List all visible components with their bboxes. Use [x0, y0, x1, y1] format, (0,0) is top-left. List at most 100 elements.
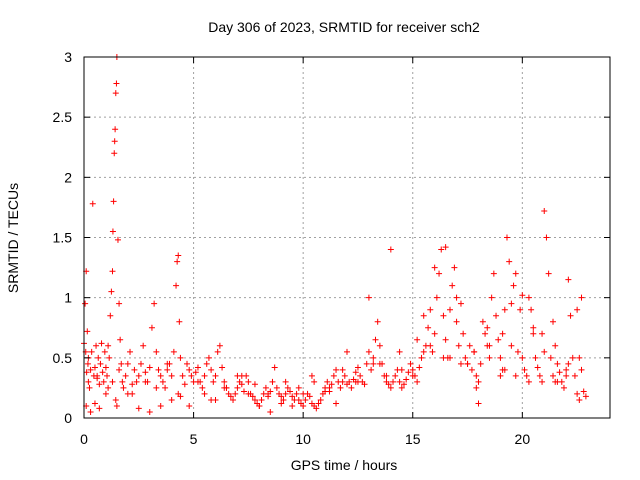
data-point: [284, 384, 291, 391]
data-point: [322, 388, 329, 395]
data-point: [438, 246, 445, 253]
data-point: [273, 384, 280, 391]
data-point: [184, 360, 191, 367]
data-point: [153, 384, 160, 391]
data-point: [506, 258, 513, 265]
data-point: [543, 234, 550, 241]
data-point: [102, 390, 109, 397]
data-point: [214, 348, 221, 355]
data-point: [84, 328, 91, 335]
data-point: [536, 372, 543, 379]
y-tick-label: 2: [64, 169, 72, 185]
data-point: [580, 388, 587, 395]
data-point: [552, 342, 559, 349]
data-point: [181, 381, 188, 388]
data-point: [118, 360, 125, 367]
data-point: [398, 384, 405, 391]
data-point: [427, 342, 434, 349]
data-point: [105, 342, 112, 349]
data-point: [162, 384, 169, 391]
data-point: [256, 402, 263, 409]
data-point: [116, 366, 123, 373]
data-point: [455, 342, 462, 349]
x-tick-label: 10: [295, 431, 311, 447]
data-point: [517, 306, 524, 313]
data-point: [512, 372, 519, 379]
data-point: [101, 348, 108, 355]
data-point: [550, 372, 557, 379]
data-point: [486, 354, 493, 361]
data-point: [94, 372, 101, 379]
data-point: [539, 378, 546, 385]
data-point: [512, 270, 519, 277]
data-point: [328, 381, 335, 388]
y-tick-label: 3: [64, 49, 72, 65]
data-point: [282, 390, 289, 397]
data-point: [97, 360, 104, 367]
data-point: [433, 294, 440, 301]
data-point: [449, 282, 456, 289]
data-point: [475, 400, 482, 407]
data-point: [376, 342, 383, 349]
data-point: [201, 372, 208, 379]
data-point: [102, 364, 109, 371]
data-point: [265, 390, 272, 397]
data-point: [550, 318, 557, 325]
data-point: [245, 378, 252, 385]
data-points: [81, 54, 589, 415]
data-point: [420, 348, 427, 355]
data-point: [508, 300, 515, 307]
data-point: [317, 396, 324, 403]
data-point: [569, 354, 576, 361]
data-point: [93, 342, 100, 349]
data-point: [460, 330, 467, 337]
data-point: [464, 360, 471, 367]
data-point: [306, 393, 313, 400]
data-point: [387, 384, 394, 391]
data-point: [519, 292, 526, 299]
data-point: [112, 396, 119, 403]
data-point: [471, 348, 478, 355]
data-point: [176, 318, 183, 325]
data-point: [208, 366, 215, 373]
data-point: [98, 340, 105, 347]
data-point: [238, 381, 245, 388]
data-point: [129, 381, 136, 388]
data-point: [563, 372, 570, 379]
data-point: [357, 372, 364, 379]
data-point: [177, 354, 184, 361]
data-point: [390, 378, 397, 385]
data-point: [541, 208, 548, 215]
data-point: [453, 294, 460, 301]
data-point: [282, 378, 289, 385]
y-tick-label: 1.5: [53, 230, 73, 246]
data-point: [91, 400, 98, 407]
data-point: [133, 378, 140, 385]
data-point: [168, 396, 175, 403]
data-point: [289, 402, 296, 409]
data-point: [409, 366, 416, 373]
data-point: [440, 354, 447, 361]
data-point: [107, 312, 114, 319]
data-point: [365, 348, 372, 355]
data-point: [457, 300, 464, 307]
data-point: [212, 372, 219, 379]
data-point: [447, 306, 454, 313]
data-point: [104, 372, 111, 379]
data-point: [348, 384, 355, 391]
data-point: [146, 408, 153, 415]
data-point: [82, 300, 89, 307]
data-point: [582, 393, 589, 400]
data-point: [576, 354, 583, 361]
data-point: [346, 378, 353, 385]
data-point: [100, 378, 107, 385]
data-point: [278, 400, 285, 407]
data-point: [352, 378, 359, 385]
data-point: [420, 312, 427, 319]
data-point: [560, 384, 567, 391]
x-tick-label: 15: [405, 431, 421, 447]
data-point: [221, 378, 228, 385]
data-point: [398, 366, 405, 373]
data-point: [418, 354, 425, 361]
